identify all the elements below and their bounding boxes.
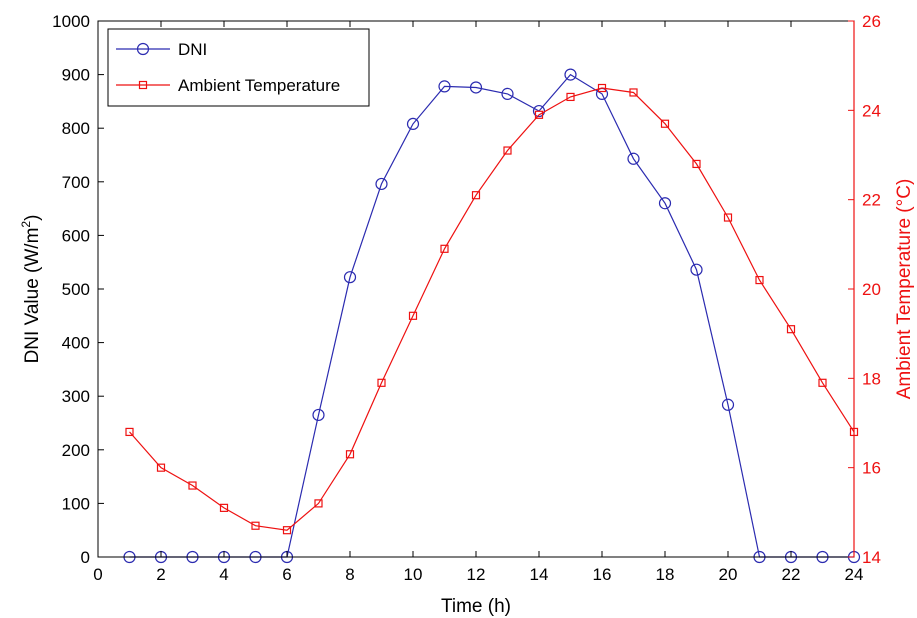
point-ambient-temperature [566, 92, 575, 102]
y-left-tick-label: 400 [62, 334, 90, 353]
x-tick-label: 24 [845, 565, 864, 584]
y-right-tick-label: 18 [862, 369, 881, 388]
point-ambient-temperature [755, 275, 764, 285]
y-axis-left-title: DNI Value (W/m2) [19, 215, 43, 364]
x-tick-label: 2 [156, 565, 165, 584]
point-ambient-temperature [786, 325, 796, 334]
x-tick-label: 18 [656, 565, 675, 584]
x-tick-label: 10 [404, 565, 423, 584]
point-ambient-temperature [440, 244, 449, 253]
y-right-tick-label: 24 [862, 101, 881, 120]
point-dni [406, 117, 420, 131]
x-tick-label: 0 [93, 565, 102, 584]
point-dni [721, 398, 735, 411]
y-right-tick-label: 20 [862, 280, 881, 299]
point-ambient-temperature [692, 159, 701, 169]
x-tick-label: 12 [467, 565, 486, 584]
x-tick-label: 22 [782, 565, 801, 584]
y-left-tick-label: 700 [62, 173, 90, 192]
point-dni [658, 197, 672, 210]
point-ambient-temperature [251, 521, 260, 530]
point-ambient-temperature [377, 378, 386, 387]
x-axis-title: Time (h) [441, 596, 511, 617]
legend-label-dni: DNI [178, 40, 207, 59]
y-axis-right-title: Ambient Temperature (°C) [894, 179, 915, 400]
point-ambient-temperature [345, 450, 355, 459]
point-ambient-temperature [408, 311, 418, 320]
point-dni [469, 81, 483, 94]
x-tick-label: 6 [282, 565, 291, 584]
y-left-tick-label: 100 [62, 494, 90, 513]
x-tick-label: 20 [719, 565, 738, 584]
axis-ticks: 0 2 4 6 8 10 12 14 16 18 20 22 240100200300400500600… [52, 12, 881, 584]
y-right-tick-label: 26 [862, 12, 881, 31]
y-left-tick-label: 0 [81, 548, 90, 567]
y-left-tick-label: 600 [62, 226, 90, 245]
legend: DNI Ambient Temperature [107, 28, 370, 107]
point-ambient-temperature [125, 427, 134, 437]
y-left-tick-label: 800 [62, 119, 90, 138]
y-right-tick-label: 22 [862, 191, 881, 210]
point-dni [375, 177, 388, 191]
point-ambient-temperature [503, 146, 512, 155]
point-ambient-temperature [156, 463, 166, 472]
y-axis-left-title-close: ) [22, 215, 43, 221]
legend-marker-dni [136, 42, 150, 56]
y-left-tick-label: 300 [62, 387, 90, 406]
point-ambient-temperature [723, 213, 733, 222]
point-ambient-temperature [534, 110, 544, 119]
point-ambient-temperature [597, 83, 607, 93]
point-dni [312, 408, 325, 422]
legend-marker-temperature [138, 80, 148, 90]
point-ambient-temperature [314, 499, 323, 508]
x-tick-label: 4 [219, 565, 228, 584]
point-ambient-temperature [471, 191, 481, 200]
point-ambient-temperature [818, 378, 827, 387]
y-left-tick-label: 500 [62, 280, 90, 299]
point-ambient-temperature [188, 481, 197, 490]
y-left-tick-label: 200 [62, 441, 90, 460]
point-dni [627, 152, 640, 165]
y-axis-left-title-sup: 2 [19, 221, 33, 228]
y-left-tick-label: 1000 [52, 12, 90, 31]
point-ambient-temperature [282, 526, 292, 535]
point-ambient-temperature [219, 503, 229, 512]
point-dni [501, 87, 514, 100]
x-tick-label: 8 [345, 565, 354, 584]
point-dni [564, 68, 577, 81]
point-dni [343, 271, 357, 284]
plot-area [98, 21, 854, 557]
legend-box [107, 28, 370, 107]
legend-label-temperature: Ambient Temperature [178, 76, 340, 95]
series-line-ambient-temperature [129, 87, 855, 531]
y-right-tick-label: 14 [862, 548, 881, 567]
x-tick-label: 14 [530, 565, 549, 584]
point-ambient-temperature [660, 119, 670, 128]
y-axis-left-title-main: DNI Value (W/m [22, 228, 43, 364]
y-right-tick-label: 16 [862, 459, 881, 478]
point-dni [690, 263, 703, 276]
point-dni [438, 80, 451, 93]
x-tick-label: 16 [593, 565, 612, 584]
y-left-tick-label: 900 [62, 66, 90, 85]
point-ambient-temperature [629, 88, 638, 97]
